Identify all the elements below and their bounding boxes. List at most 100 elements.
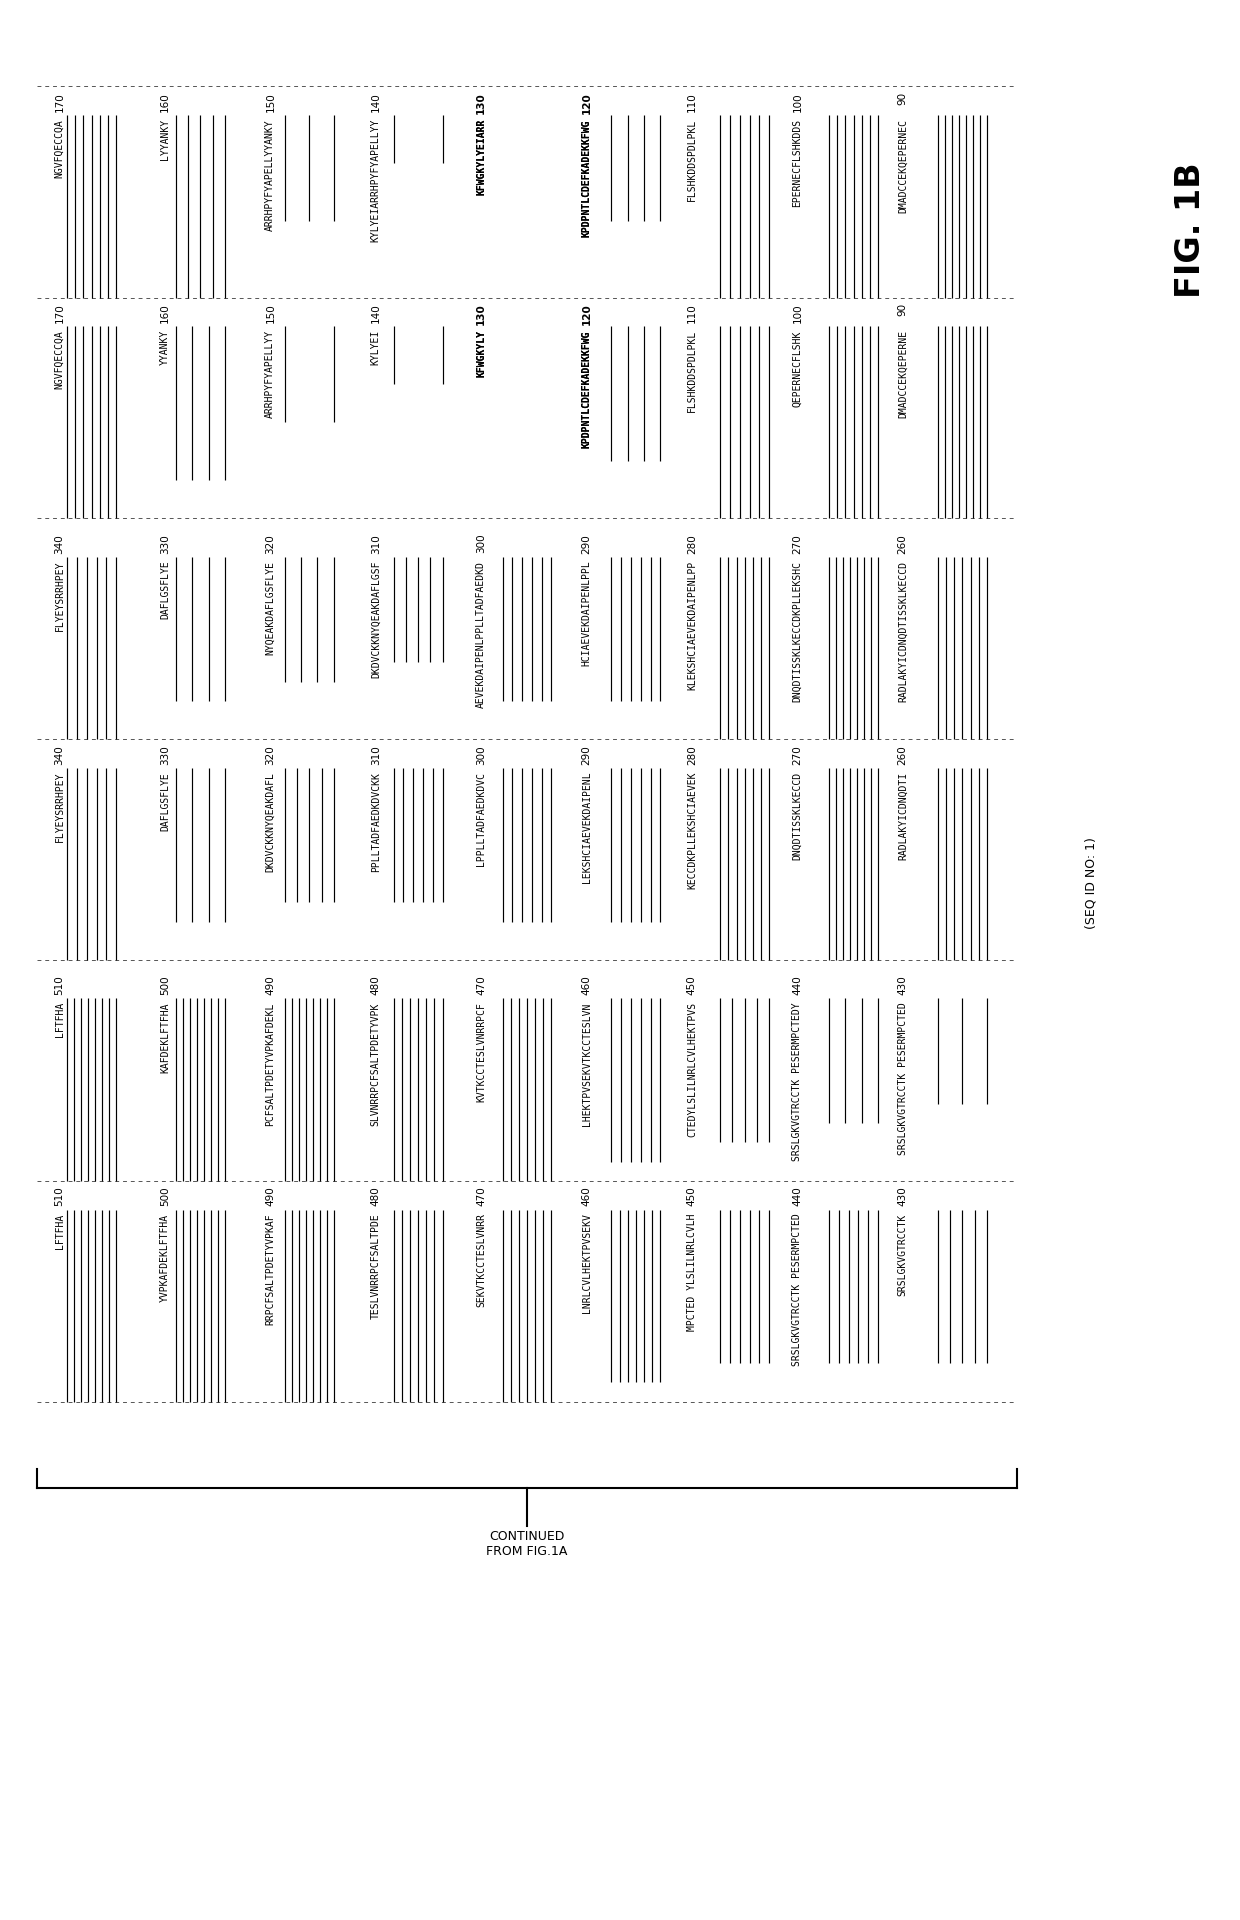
Text: 260: 260 [898, 745, 908, 764]
Text: 450: 450 [687, 1187, 697, 1206]
Text: 330: 330 [160, 745, 170, 764]
Text: LFTFHA: LFTFHA [55, 1213, 64, 1248]
Text: KAFDEKLFTFHA: KAFDEKLFTFHA [160, 1002, 170, 1073]
Text: DMADCCEKQEPERNEC: DMADCCEKQEPERNEC [898, 119, 908, 213]
Text: 310: 310 [371, 745, 381, 764]
Text: 150: 150 [265, 303, 275, 323]
Text: FLYEYSRRHPEY: FLYEYSRRHPEY [55, 772, 64, 843]
Text: DKDVCKKNYQEAKDAFL: DKDVCKKNYQEAKDAFL [265, 772, 275, 872]
Text: CTEDYLSLILNRLCVLHEKTPVS: CTEDYLSLILNRLCVLHEKTPVS [687, 1002, 697, 1137]
Text: SRSLGKVGTRCCTK PESERMPCTED: SRSLGKVGTRCCTK PESERMPCTED [792, 1213, 802, 1367]
Text: NGVFQECCQA: NGVFQECCQA [55, 119, 64, 179]
Text: 270: 270 [792, 745, 802, 764]
Text: SRSLGKVGTRCCTK PESERMPCTEDY: SRSLGKVGTRCCTK PESERMPCTEDY [792, 1002, 802, 1162]
Text: 120: 120 [582, 92, 591, 113]
Text: 280: 280 [687, 745, 697, 764]
Text: 140: 140 [371, 303, 381, 323]
Text: 120: 120 [582, 303, 591, 324]
Text: KFWGKYLY: KFWGKYLY [476, 330, 486, 376]
Text: 510: 510 [55, 1187, 64, 1206]
Text: 270: 270 [792, 534, 802, 553]
Text: LEKSHCIAEVEKDAIPENL: LEKSHCIAEVEKDAIPENL [582, 772, 591, 883]
Text: HCIAEVEKDAIPENLPPL: HCIAEVEKDAIPENLPPL [582, 561, 591, 666]
Text: CONTINUED
FROM FIG.1A: CONTINUED FROM FIG.1A [486, 1530, 568, 1559]
Text: 490: 490 [265, 1187, 275, 1206]
Text: QEPERNECFLSHK: QEPERNECFLSHK [792, 330, 802, 407]
Text: LPPLLTADFAEDKDVC: LPPLLTADFAEDKDVC [476, 772, 486, 866]
Text: YVPKAFDEKLFTFHA: YVPKAFDEKLFTFHA [160, 1213, 170, 1302]
Text: 430: 430 [898, 1187, 908, 1206]
Text: 110: 110 [687, 303, 697, 323]
Text: 300: 300 [476, 534, 486, 553]
Text: DNQDTISSKLKECCD: DNQDTISSKLKECCD [792, 772, 802, 860]
Text: 510: 510 [55, 975, 64, 995]
Text: YYANKY: YYANKY [160, 330, 170, 365]
Text: PCFSALTPDETYVPKAFDEKL: PCFSALTPDETYVPKAFDEKL [265, 1002, 275, 1125]
Text: 330: 330 [160, 534, 170, 553]
Text: FLYEYSRRHPEY: FLYEYSRRHPEY [55, 561, 64, 632]
Text: 340: 340 [55, 745, 64, 764]
Text: FIG. 1B: FIG. 1B [1174, 163, 1207, 298]
Text: 170: 170 [55, 92, 64, 111]
Text: ARRHPYFYAPELLYYANKY: ARRHPYFYAPELLYYANKY [265, 119, 275, 230]
Text: KYLYEI: KYLYEI [371, 330, 381, 365]
Text: 300: 300 [476, 745, 486, 764]
Text: KFWGKYLY: KFWGKYLY [476, 330, 486, 376]
Text: 340: 340 [55, 534, 64, 553]
Text: KFWGKYLYEIARR: KFWGKYLYEIARR [476, 119, 486, 196]
Text: 90: 90 [898, 303, 908, 317]
Text: 160: 160 [160, 92, 170, 111]
Text: 170: 170 [55, 303, 64, 323]
Text: 160: 160 [160, 303, 170, 323]
Text: KFWGKYLYEIARR: KFWGKYLYEIARR [476, 119, 486, 196]
Text: 310: 310 [371, 534, 381, 553]
Text: 430: 430 [898, 975, 908, 995]
Text: DKDVCKKNYQEAKDAFLGSF: DKDVCKKNYQEAKDAFLGSF [371, 561, 381, 678]
Text: LNRLCVLHEKTPVSEKV: LNRLCVLHEKTPVSEKV [582, 1213, 591, 1313]
Text: LHEKTPVSEKVTKCCTESLVN: LHEKTPVSEKVTKCCTESLVN [582, 1002, 591, 1125]
Text: 130: 130 [476, 92, 486, 113]
Text: 470: 470 [476, 975, 486, 995]
Text: RADLAKYICDNQDTI: RADLAKYICDNQDTI [898, 772, 908, 860]
Text: DMADCCEKQEPERNE: DMADCCEKQEPERNE [898, 330, 908, 419]
Text: 450: 450 [687, 975, 697, 995]
Text: DNQDTISSKLKECCDKPLLEKSHC: DNQDTISSKLKECCDKPLLEKSHC [792, 561, 802, 701]
Text: PPLLTADFAEDKDVCKK: PPLLTADFAEDKDVCKK [371, 772, 381, 872]
Text: KPDPNTLCDEFKADEKKFWG: KPDPNTLCDEFKADEKKFWG [582, 330, 591, 447]
Text: ARRHPYFYAPELLYY: ARRHPYFYAPELLYY [265, 330, 275, 419]
Text: FLSHKDDSPDLPKL: FLSHKDDSPDLPKL [687, 119, 697, 202]
Text: 490: 490 [265, 975, 275, 995]
Text: 320: 320 [265, 745, 275, 764]
Text: 110: 110 [687, 92, 697, 111]
Text: 460: 460 [582, 975, 591, 995]
Text: RRPCFSALTPDETYVPKAF: RRPCFSALTPDETYVPKAF [265, 1213, 275, 1325]
Text: KPDPNTLCDEFKADEKKFWG: KPDPNTLCDEFKADEKKFWG [582, 330, 591, 447]
Text: RADLAKYICDNQDTISSKLKECCD: RADLAKYICDNQDTISSKLKECCD [898, 561, 908, 701]
Text: MPCTED YLSLILNRLCVLH: MPCTED YLSLILNRLCVLH [687, 1213, 697, 1331]
Text: KLEKSHCIAEVEKDAIPENLPP: KLEKSHCIAEVEKDAIPENLPP [687, 561, 697, 689]
Text: KYLYEIARRHPYFYAPELLYY: KYLYEIARRHPYFYAPELLYY [371, 119, 381, 242]
Text: 280: 280 [687, 534, 697, 553]
Text: KPDPNTLCDEFKADEKKFWG: KPDPNTLCDEFKADEKKFWG [582, 119, 591, 236]
Text: LYYANKY: LYYANKY [160, 119, 170, 159]
Text: TESLVNRRPCFSALTPDE: TESLVNRRPCFSALTPDE [371, 1213, 381, 1319]
Text: 290: 290 [582, 745, 591, 764]
Text: LFTFHA: LFTFHA [55, 1002, 64, 1037]
Text: AEVEKDAIPENLPPLLTADFAEDKD: AEVEKDAIPENLPPLLTADFAEDKD [476, 561, 486, 707]
Text: 500: 500 [160, 975, 170, 995]
Text: 130: 130 [476, 303, 486, 324]
Text: SRSLGKVGTRCCTK PESERMPCTED: SRSLGKVGTRCCTK PESERMPCTED [898, 1002, 908, 1156]
Text: SLVNRRPCFSALTPDETYVPK: SLVNRRPCFSALTPDETYVPK [371, 1002, 381, 1125]
Text: EPERNECFLSHKDDS: EPERNECFLSHKDDS [792, 119, 802, 207]
Text: 460: 460 [582, 1187, 591, 1206]
Text: DAFLGSFLYE: DAFLGSFLYE [160, 772, 170, 831]
Text: FLSHKDDSPDLPKL: FLSHKDDSPDLPKL [687, 330, 697, 413]
Text: (SEQ ID NO: 1): (SEQ ID NO: 1) [1085, 837, 1097, 929]
Text: 320: 320 [265, 534, 275, 553]
Text: 480: 480 [371, 975, 381, 995]
Text: KPDPNTLCDEFKADEKKFWG: KPDPNTLCDEFKADEKKFWG [582, 119, 591, 236]
Text: 290: 290 [582, 534, 591, 553]
Text: 150: 150 [265, 92, 275, 111]
Text: NGVFQECCQA: NGVFQECCQA [55, 330, 64, 390]
Text: 440: 440 [792, 1187, 802, 1206]
